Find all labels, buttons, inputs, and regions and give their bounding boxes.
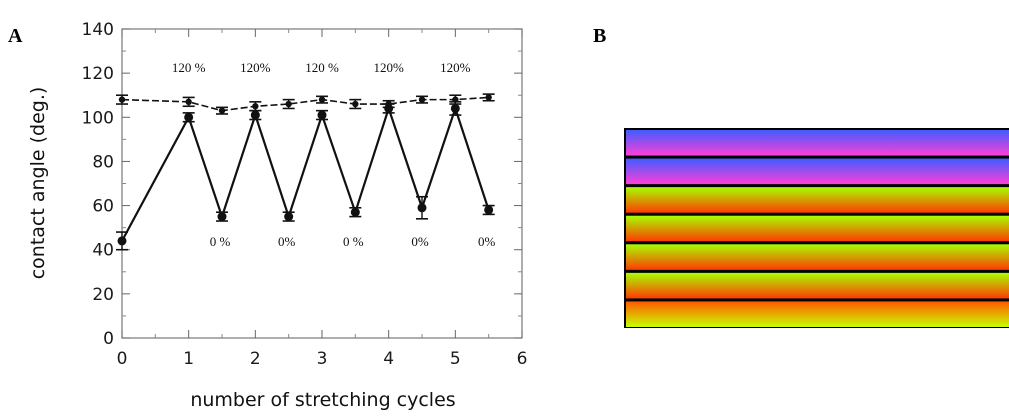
data-point [284,212,294,222]
data-point [184,112,194,122]
y-tick-label: 0 [103,329,114,349]
y-tick-label: 60 [92,197,114,217]
y-axis-title: contact angle (deg.) [27,87,49,280]
y-tick-label: 40 [92,241,114,261]
color-stripe [626,158,1009,185]
annotation-stretched: 120% [240,60,271,75]
annotation-stretched: 120 % [305,60,339,75]
data-point [418,96,426,103]
y-tick-label: 100 [82,108,114,128]
annotation-relaxed: 0 % [210,234,231,249]
data-point [484,205,494,215]
y-tick-label: 140 [82,20,114,40]
plot-frame [121,28,523,339]
annotation-stretched: 120% [440,60,471,75]
error-bars [116,93,495,251]
data-point [252,103,259,110]
series-lines [121,96,490,242]
data-point [218,107,226,114]
annotation-relaxed: 0 % [343,234,364,249]
panel-b-label: B [593,25,606,47]
color-stripe [626,130,1009,156]
panel-b-stripe-image [624,128,1009,328]
data-points [117,94,494,246]
x-tick-label: 3 [317,349,328,369]
x-tick-label: 4 [383,349,394,369]
series-line-1 [121,96,489,112]
data-point [450,103,460,113]
y-tick-label: 80 [92,152,114,172]
data-point [117,236,127,246]
annotations: 120 % 120% 120 % 120% 120% 0 % 0% 0 % 0% 0% [172,60,496,249]
data-point [485,94,492,101]
annotation-relaxed: 0% [411,234,429,249]
x-tick-label: 6 [517,349,528,369]
data-point [217,212,227,222]
data-point [452,96,459,103]
data-point [350,207,360,217]
axis-ticks: 0 20 40 60 80 100 120 140 0 1 2 3 4 5 6 [82,20,528,369]
data-point [318,96,326,103]
color-stripe [626,244,1009,270]
annotation-stretched: 120 % [172,60,206,75]
x-tick-label: 1 [183,349,194,369]
data-point [352,100,359,108]
color-stripe [626,215,1009,242]
annotation-stretched: 120% [373,60,404,75]
color-stripe [626,272,1009,299]
series-line-2 [121,104,490,242]
y-tick-label: 120 [82,64,114,84]
y-tick-label: 20 [92,285,114,305]
x-tick-label: 5 [450,349,461,369]
data-point [417,203,427,213]
data-point [384,103,394,113]
panel-a-label: A [8,25,23,47]
color-stripe [626,187,1009,213]
data-point [118,96,126,103]
annotation-relaxed: 0% [478,234,496,249]
data-point [250,110,260,120]
data-point [185,98,192,106]
color-stripe [626,301,1009,327]
x-axis-title: number of stretching cycles [190,389,455,411]
annotation-relaxed: 0% [278,234,296,249]
data-point [285,100,292,108]
x-tick-label: 2 [250,349,261,369]
data-point [317,110,327,120]
x-tick-label: 0 [117,349,128,369]
